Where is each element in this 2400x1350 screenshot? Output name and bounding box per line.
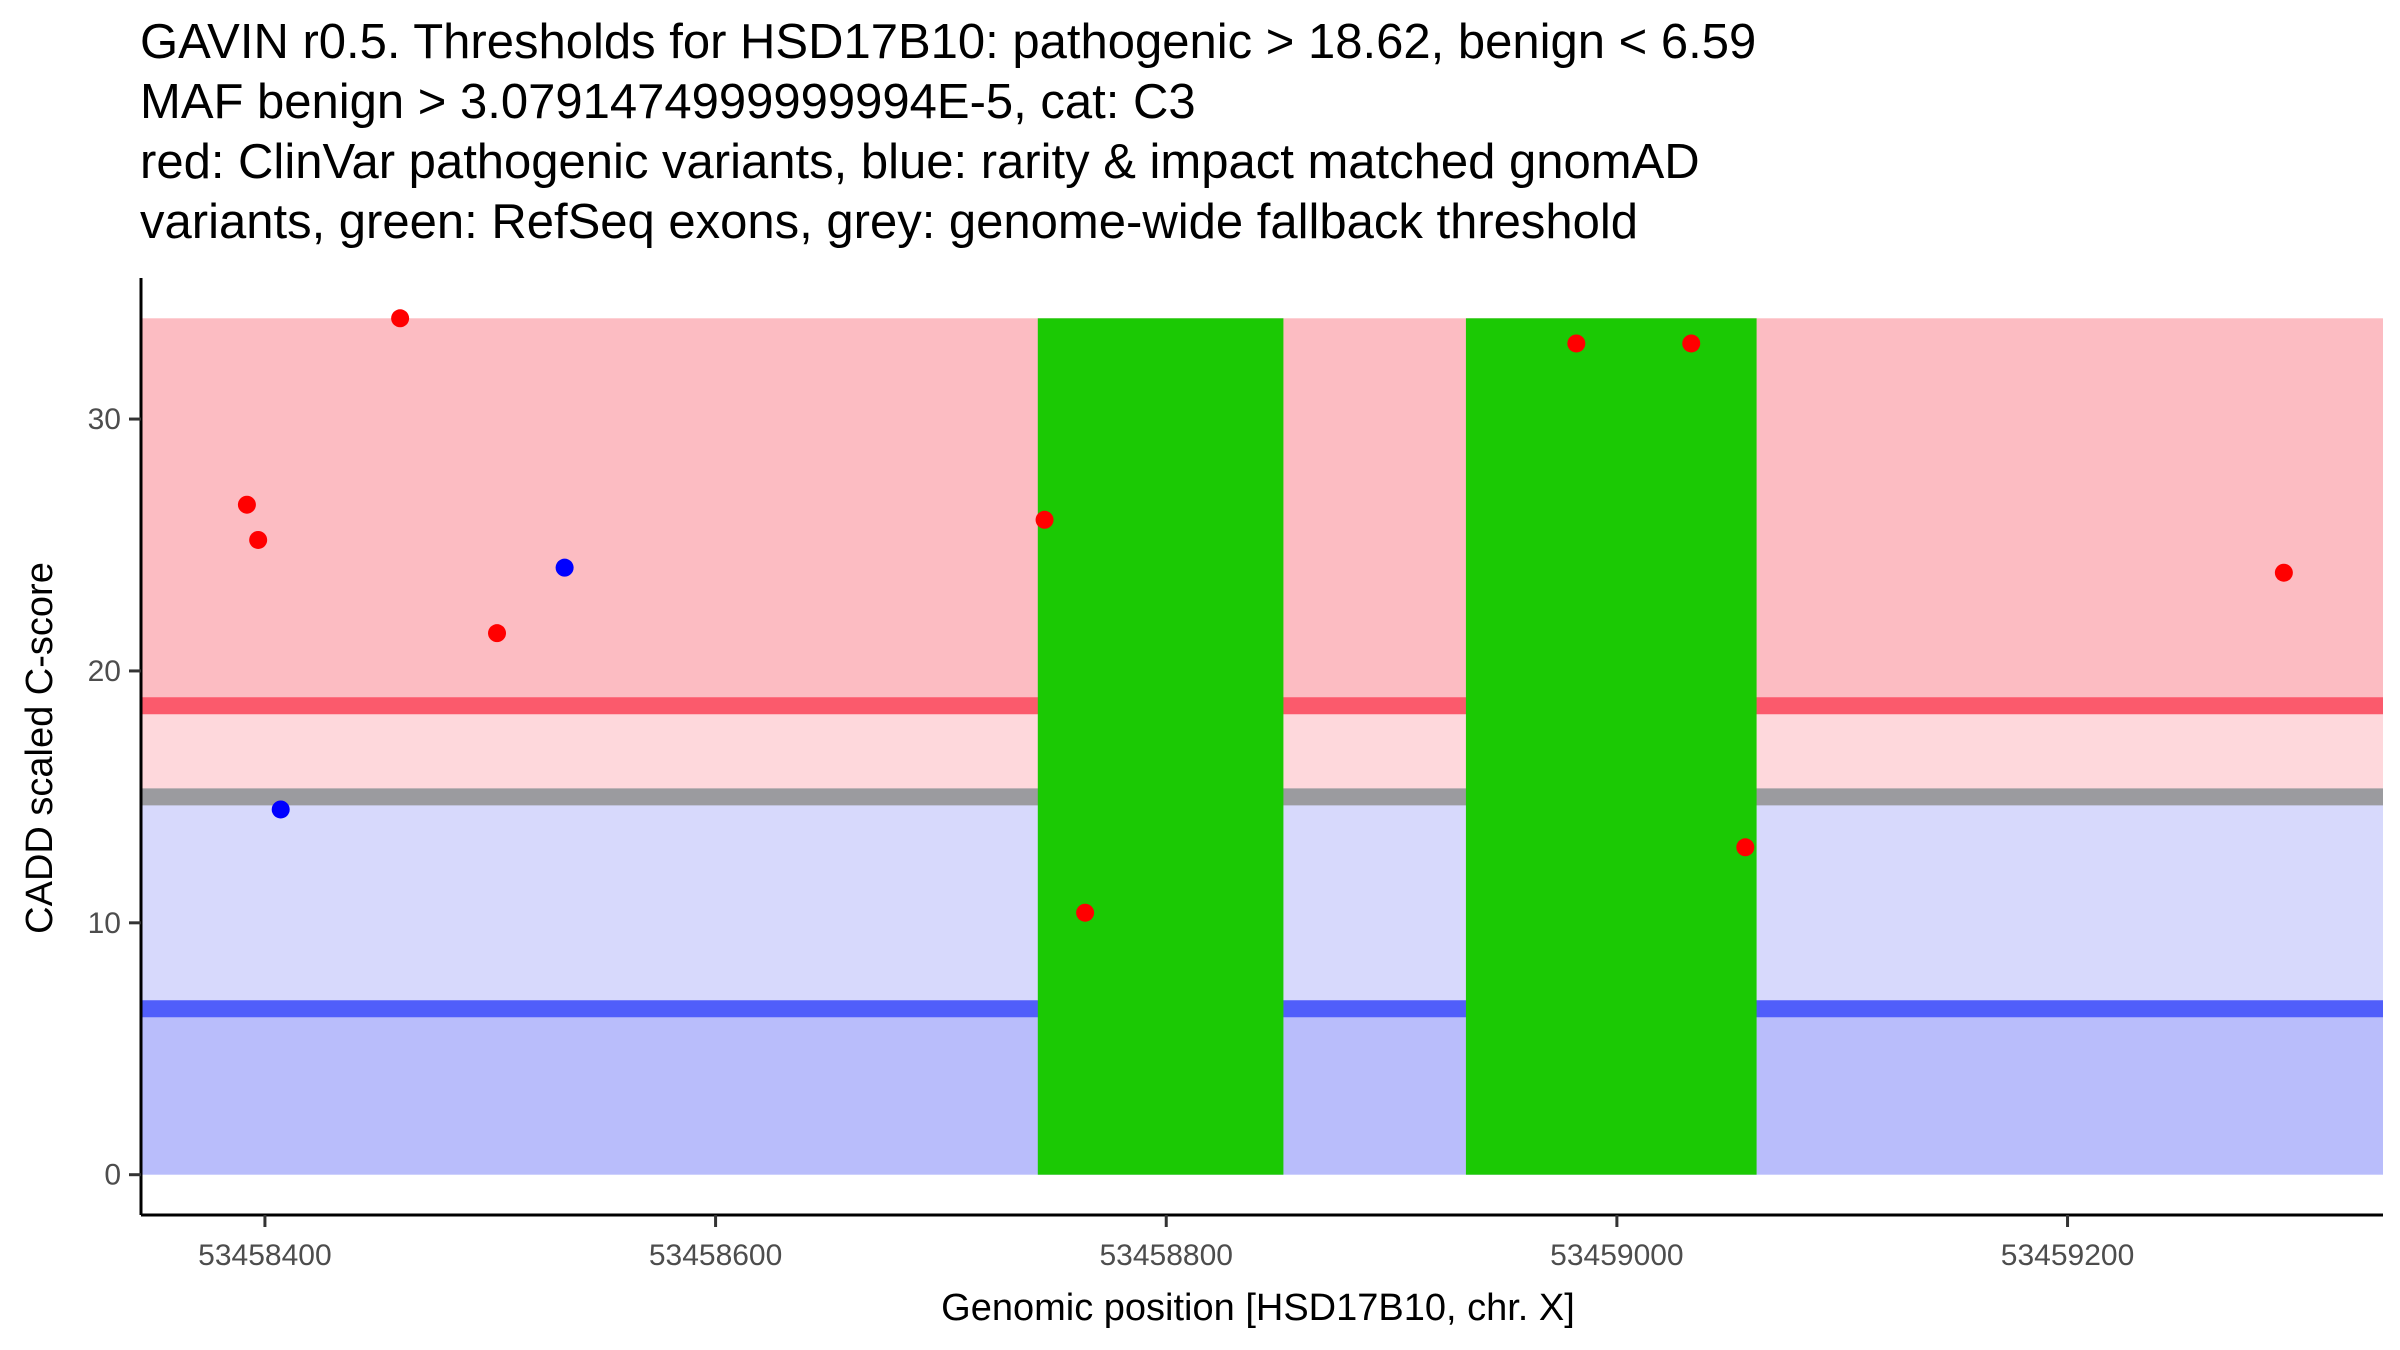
data-point-0-3 [488, 624, 507, 643]
x-axis-title: Genomic position [HSD17B10, chr. X] [941, 1287, 1575, 1329]
data-points [237, 309, 2293, 922]
data-point-0-1 [249, 530, 268, 549]
title-line-1: GAVIN r0.5. Thresholds for HSD17B10: pat… [140, 15, 1757, 69]
data-point-0-5 [1076, 903, 1095, 922]
x-tick-label-2: 53458800 [1099, 1239, 1232, 1272]
exon-region-0 [1037, 318, 1284, 1175]
data-point-1-1 [555, 558, 574, 577]
data-point-0-2 [391, 309, 410, 328]
x-tick-label-4: 53459200 [2001, 1239, 2134, 1272]
x-tick-label-0: 53458400 [198, 1239, 331, 1272]
axes: 0 10 20 30 53458400 53458600 53458800 53459000 5… [88, 278, 2383, 1272]
title-line-2: MAF benign > 3.0791474999999994E-5, cat:… [140, 75, 1196, 129]
data-point-0-6 [1567, 334, 1586, 353]
y-tick-label-3: 30 [88, 403, 121, 436]
data-point-0-0 [237, 495, 256, 514]
data-point-0-9 [2274, 563, 2293, 582]
y-axis-title: CADD scaled C-score [19, 562, 61, 934]
y-tick-label-0: 0 [104, 1159, 121, 1192]
x-tick-label-3: 53459000 [1550, 1239, 1683, 1272]
data-point-0-4 [1035, 510, 1054, 529]
chart-title: GAVIN r0.5. Thresholds for HSD17B10: pat… [140, 12, 2340, 252]
title-line-4: variants, green: RefSeq exons, grey: gen… [140, 195, 1639, 249]
data-point-0-7 [1682, 334, 1701, 353]
y-tick-label-2: 20 [88, 655, 121, 688]
title-line-3: red: ClinVar pathogenic variants, blue: … [140, 135, 1700, 189]
data-point-1-0 [271, 800, 290, 819]
y-tick-label-1: 10 [88, 907, 121, 940]
exon-region-1 [1465, 318, 1757, 1175]
data-point-0-8 [1736, 838, 1755, 857]
exon-regions [1037, 318, 1757, 1175]
x-tick-label-1: 53458600 [649, 1239, 782, 1272]
